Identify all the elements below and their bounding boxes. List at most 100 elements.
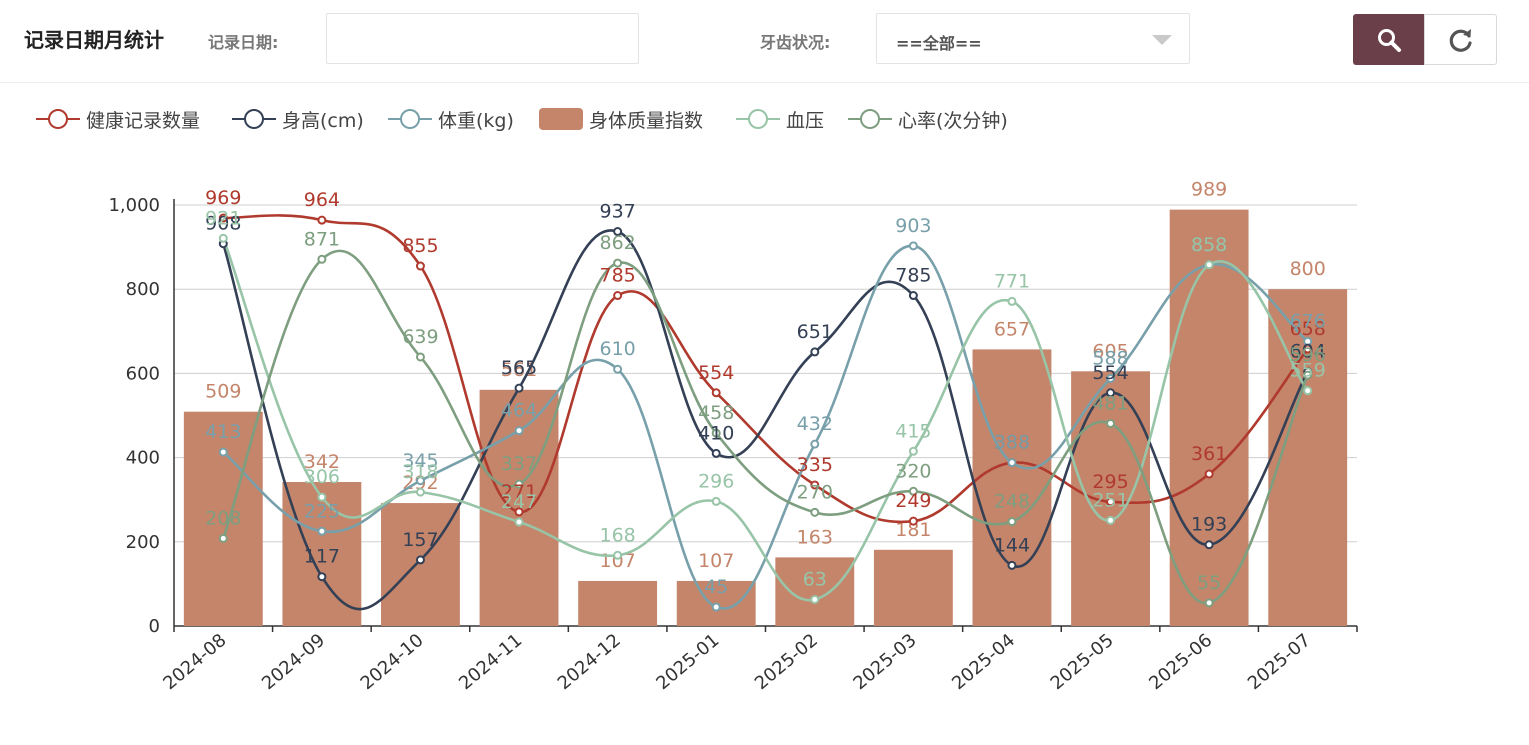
data-point	[514, 383, 524, 393]
data-point	[1106, 388, 1116, 398]
data-point	[218, 213, 228, 223]
line-data-label: 921	[205, 207, 241, 229]
line-data-label: 432	[797, 413, 833, 435]
data-point	[1106, 497, 1116, 507]
data-point	[1303, 386, 1313, 396]
legend-item-weight[interactable]: 体重(kg)	[388, 105, 514, 133]
data-point	[711, 496, 721, 506]
bar-data-label: 107	[698, 550, 734, 572]
line-data-label: 862	[599, 232, 635, 254]
data-point	[415, 487, 425, 497]
line-data-label: 937	[599, 201, 635, 223]
y-tick-label: 800	[126, 279, 160, 300]
x-tick-label: 2025-06	[1145, 630, 1216, 694]
data-point	[908, 446, 918, 456]
legend-item-heart-rate[interactable]: 心率(次分钟)	[848, 105, 1008, 133]
monthly-stats-chart: 0 200 400 600 800 1,000 2024-08 2024-09 2024-10 2…	[108, 179, 1358, 694]
data-point	[908, 291, 918, 301]
data-point	[810, 594, 820, 604]
bar	[578, 580, 658, 626]
line-data-label: 45	[704, 576, 728, 598]
line-data-label: 604	[1290, 341, 1326, 363]
legend-line-marker	[232, 109, 276, 129]
reset-button[interactable]	[1424, 14, 1497, 65]
line-data-label: 318	[402, 461, 438, 483]
dental-status-label: 牙齿状况:	[760, 33, 831, 52]
line-data-label: 858	[1191, 234, 1227, 256]
data-point	[317, 526, 327, 536]
line-data-label: 785	[895, 265, 931, 287]
line-data-label: 559	[1290, 360, 1326, 382]
line-data-label: 249	[895, 490, 931, 512]
legend-bar-marker	[539, 108, 583, 130]
data-point	[317, 572, 327, 582]
bar	[381, 503, 460, 626]
line-data-label: 676	[1290, 310, 1326, 332]
line-data-label: 247	[501, 491, 537, 513]
legend-label: 体重(kg)	[438, 109, 514, 132]
y-tick-label: 200	[126, 532, 160, 553]
line-data-label: 771	[994, 270, 1030, 292]
data-point	[1106, 418, 1116, 428]
data-point	[218, 447, 228, 457]
x-tick-label: 2025-02	[751, 630, 822, 694]
bar-data-label: 561	[501, 359, 537, 381]
legend-item-health-records[interactable]: 健康记录数量	[36, 105, 200, 133]
line-data-label: 295	[1092, 471, 1128, 493]
line-data-label: 320	[895, 460, 931, 482]
line-data-label: 413	[205, 421, 241, 443]
data-point	[613, 550, 623, 560]
bar-data-label: 342	[304, 451, 340, 473]
line-data-label: 345	[402, 450, 438, 472]
data-point	[810, 347, 820, 357]
search-button[interactable]	[1353, 14, 1425, 65]
line-data-label: 785	[599, 265, 635, 287]
data-point	[415, 476, 425, 486]
legend-item-blood-pressure[interactable]: 血压	[736, 105, 824, 133]
legend-item-bmi[interactable]: 身体质量指数	[539, 105, 703, 133]
legend-item-height[interactable]: 身高(cm)	[232, 105, 364, 133]
data-point	[317, 492, 327, 502]
data-point	[514, 507, 524, 517]
line-data-label: 858	[1191, 234, 1227, 256]
line-data-label: 871	[304, 228, 340, 250]
data-point	[908, 241, 918, 251]
x-tick-label: 2025-01	[652, 630, 723, 694]
line-data-label: 903	[895, 215, 931, 237]
bar-data-label: 163	[797, 526, 833, 548]
data-point	[1007, 560, 1017, 570]
line-data-label: 251	[1092, 489, 1128, 511]
data-point	[613, 291, 623, 301]
line-data-label: 658	[1290, 318, 1326, 340]
line-data-label: 969	[205, 187, 241, 209]
data-point	[514, 426, 524, 436]
data-point	[415, 555, 425, 565]
bar-data-label: 657	[994, 318, 1030, 340]
x-tick-label: 2024-11	[455, 630, 526, 694]
chevron-down-icon	[1152, 35, 1172, 45]
dental-status-select[interactable]: ==全部==	[876, 13, 1190, 64]
data-point	[1106, 515, 1116, 525]
data-point	[1204, 469, 1214, 479]
line-data-label: 361	[1191, 443, 1227, 465]
line-data-label: 271	[501, 481, 537, 503]
line-data-label: 464	[501, 400, 537, 422]
line-data-label: 296	[698, 470, 734, 492]
bar	[873, 549, 953, 626]
data-point	[711, 388, 721, 398]
legend-label: 血压	[786, 109, 825, 132]
legend-label: 身高(cm)	[282, 109, 364, 132]
data-point	[1303, 370, 1313, 380]
bar	[282, 482, 362, 626]
line-data-label: 157	[402, 529, 438, 551]
data-point	[1007, 458, 1017, 468]
bar-data-label: 800	[1290, 258, 1326, 280]
data-point	[810, 507, 820, 517]
date-label: 记录日期:	[208, 33, 279, 52]
line-data-label: 117	[304, 546, 340, 568]
date-input[interactable]	[326, 13, 639, 64]
line-data-label: 168	[599, 524, 635, 546]
data-point	[317, 254, 327, 264]
refresh-icon	[1449, 28, 1472, 52]
line-data-label: 639	[402, 326, 438, 348]
